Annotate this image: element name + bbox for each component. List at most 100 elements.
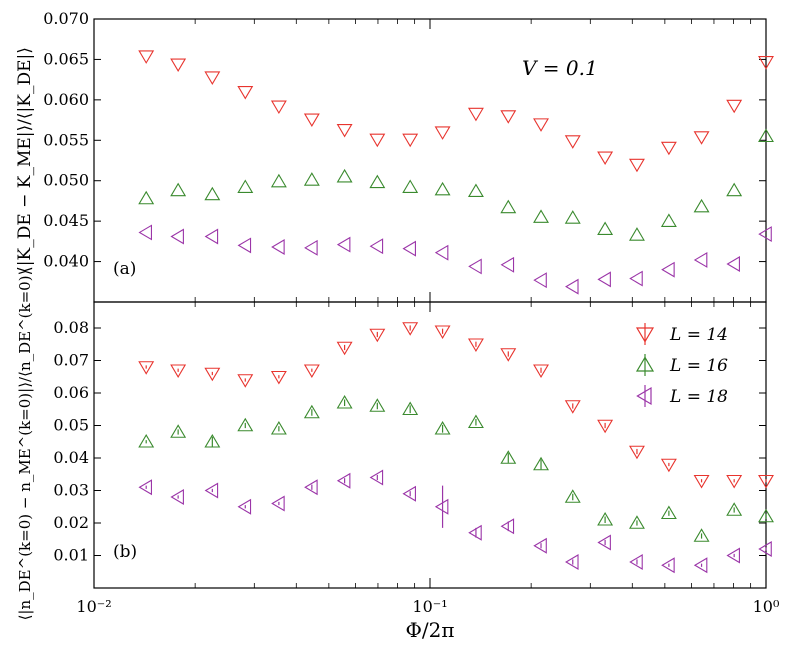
data-point [170, 228, 184, 245]
data-point [402, 401, 419, 416]
panel-b-points [138, 322, 774, 574]
data-point [170, 424, 187, 438]
data-point [500, 348, 517, 362]
data-point [533, 456, 549, 471]
data-point [726, 474, 743, 489]
data-point [660, 458, 677, 473]
data-point [170, 364, 187, 378]
data-point [468, 524, 482, 541]
data-point [304, 479, 318, 496]
data-point [271, 495, 285, 512]
data-point [500, 518, 515, 535]
legend-label: L = 16 [669, 356, 728, 376]
data-point [500, 110, 517, 124]
data-point [336, 472, 351, 489]
data-point [533, 118, 549, 132]
data-point [467, 338, 484, 352]
data-point [402, 133, 419, 148]
y-tick-label: 0.02 [53, 513, 89, 532]
data-point [369, 174, 386, 189]
data-point [564, 400, 581, 414]
data-point [402, 240, 416, 257]
data-point [336, 123, 353, 138]
data-point [138, 190, 155, 205]
data-point [467, 414, 484, 429]
y-tick-label: 0.03 [53, 481, 89, 500]
data-point [138, 434, 155, 448]
data-point [270, 100, 287, 115]
data-point [271, 239, 285, 255]
data-point [270, 421, 287, 435]
data-point [758, 508, 774, 523]
y-tick-label: 0.08 [53, 318, 89, 337]
data-point [204, 228, 219, 245]
data-point [565, 554, 579, 570]
data-point [237, 417, 254, 432]
data-point [468, 258, 482, 275]
data-point [170, 182, 187, 197]
data-point [693, 528, 710, 542]
y-tick-label: 0.04 [53, 448, 89, 467]
y-tick-label: 0.040 [43, 252, 89, 271]
panel-a-tag: (a) [113, 259, 136, 279]
data-point [434, 181, 451, 196]
data-point [204, 434, 221, 448]
legend: L = 14 L = 16 L = 18 [635, 323, 728, 407]
data-point [434, 498, 449, 515]
legend-marker [636, 386, 652, 406]
data-point [467, 107, 484, 122]
panel-b-ylabel: ⟨|n_DE^(k=0) − n_ME^(k=0)|⟩/⟨n_DE^(k=0)⟩ [16, 270, 34, 621]
panel-a-ylabel: ⟨|K_DE − K_ME|⟩/⟨|K_DE|⟩ [15, 47, 35, 273]
data-point [402, 322, 419, 336]
data-point [693, 131, 710, 145]
data-point [303, 172, 320, 186]
data-point [758, 226, 772, 243]
data-point [369, 238, 384, 255]
legend-label: L = 18 [669, 387, 728, 407]
data-point [628, 158, 645, 173]
data-point [237, 85, 254, 100]
y-tick-label: 0.070 [43, 9, 89, 28]
v-annotation: V = 0.1 [522, 56, 598, 80]
data-point [204, 367, 221, 382]
data-point [565, 278, 579, 295]
y-tick-label: 0.045 [43, 211, 89, 230]
data-point [303, 404, 320, 419]
panel-b-frame [93, 301, 767, 589]
panel-a-x-ticks [93, 19, 767, 302]
x-tick-label: 10⁻² [76, 597, 111, 616]
x-tick-label: 10⁻¹ [412, 597, 447, 616]
data-point [369, 133, 386, 148]
data-point [726, 99, 743, 114]
data-point [500, 256, 515, 273]
data-point [661, 261, 675, 278]
data-point [533, 209, 549, 223]
data-point [303, 113, 320, 127]
data-point [270, 173, 287, 188]
data-point [758, 474, 774, 489]
data-point [237, 237, 252, 254]
data-point [533, 272, 547, 289]
x-axis-label: Φ/2π [405, 618, 454, 642]
data-point [336, 341, 353, 356]
data-point [434, 126, 451, 140]
data-point [138, 361, 155, 375]
data-point [629, 554, 643, 570]
data-point [369, 328, 386, 343]
data-point [597, 271, 611, 288]
y-tick-label: 0.060 [43, 90, 89, 109]
data-point [726, 502, 743, 516]
y-tick-label: 0.050 [43, 171, 89, 190]
data-point [660, 141, 677, 156]
data-point [204, 186, 221, 201]
data-point [726, 256, 740, 272]
y-tick-label: 0.07 [53, 351, 89, 370]
data-point [597, 419, 614, 434]
data-point [628, 227, 645, 241]
y-tick-label: 0.01 [53, 546, 89, 565]
data-point [369, 398, 386, 412]
data-point [138, 479, 152, 496]
data-point [660, 505, 677, 520]
data-point [629, 270, 643, 287]
